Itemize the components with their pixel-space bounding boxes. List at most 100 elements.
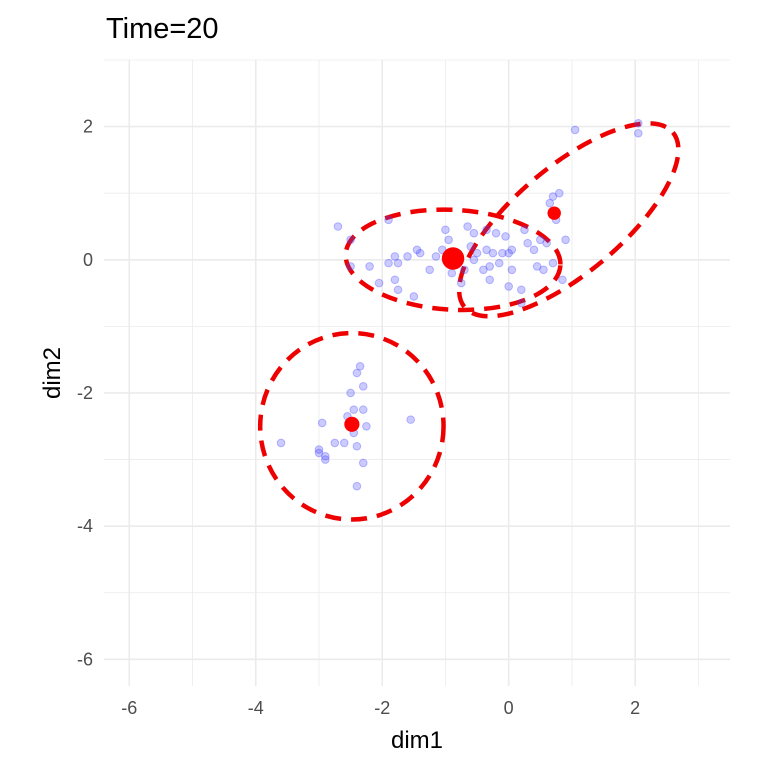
data-point: [561, 235, 570, 245]
data-points: [276, 118, 643, 491]
data-point: [412, 245, 422, 255]
data-point: [317, 418, 327, 428]
data-point: [384, 258, 393, 268]
data-point: [425, 265, 434, 275]
data-point: [545, 198, 555, 208]
y-tick-labels: -6 -4 -2 0 2: [77, 117, 93, 670]
grid: [104, 59, 730, 686]
ellipses: [257, 121, 681, 522]
data-point: [548, 258, 558, 268]
data-point: [491, 228, 501, 238]
data-point: [390, 275, 400, 285]
data-point: [352, 481, 362, 491]
data-point: [507, 245, 517, 255]
y-tick-label: -6: [77, 649, 93, 669]
data-point: [634, 118, 643, 128]
data-point: [346, 235, 355, 245]
data-point: [406, 415, 415, 424]
data-point: [504, 282, 513, 291]
data-point: [358, 405, 368, 414]
x-tick-label: -2: [374, 698, 390, 718]
data-point: [542, 238, 551, 248]
cluster-ellipse: [456, 121, 681, 319]
data-point: [558, 275, 567, 285]
data-point: [330, 438, 340, 448]
x-tick-label: -4: [248, 698, 264, 718]
data-point: [517, 298, 526, 308]
data-point: [349, 405, 359, 414]
data-point: [529, 245, 539, 255]
data-point: [548, 192, 558, 201]
x-tick-labels: -6 -4 -2 0 2: [121, 698, 640, 718]
data-point: [482, 245, 491, 255]
chart-title: Time=20: [106, 13, 219, 45]
data-point: [634, 128, 643, 138]
x-axis-title: dim1: [391, 727, 443, 754]
data-point: [469, 228, 479, 238]
data-point: [362, 421, 371, 431]
data-point: [321, 455, 330, 464]
data-point: [393, 258, 403, 268]
x-tick-label: 0: [504, 698, 514, 718]
data-point: [314, 448, 324, 458]
data-point: [355, 362, 365, 371]
data-point: [444, 235, 453, 245]
data-point: [532, 262, 542, 271]
data-point: [570, 125, 580, 135]
data-point: [523, 238, 532, 248]
data-point: [447, 268, 457, 278]
data-point: [456, 278, 466, 288]
data-point: [409, 292, 419, 301]
data-point: [472, 248, 482, 258]
data-point: [352, 441, 362, 451]
data-point: [466, 242, 476, 251]
cluster-ellipse: [257, 330, 446, 522]
cluster-center: [547, 206, 561, 220]
data-point: [333, 222, 343, 231]
data-point: [358, 458, 368, 468]
data-point: [539, 265, 548, 275]
data-point: [494, 258, 504, 268]
data-point: [390, 252, 400, 261]
y-axis-title: dim2: [39, 347, 66, 399]
data-point: [276, 438, 286, 448]
data-point: [485, 262, 495, 271]
data-point: [339, 438, 349, 448]
data-point: [415, 248, 425, 258]
data-point: [485, 275, 495, 285]
data-point: [403, 252, 412, 261]
data-point: [460, 265, 469, 275]
data-point: [498, 248, 507, 258]
data-point: [358, 382, 368, 391]
cluster-center: [441, 247, 465, 270]
data-point: [352, 368, 362, 378]
data-point: [441, 225, 450, 235]
data-point: [554, 188, 564, 198]
data-point: [321, 451, 330, 461]
data-point: [384, 215, 393, 225]
x-tick-label: -6: [121, 698, 137, 718]
cluster-ellipse: [343, 207, 563, 313]
data-point: [507, 265, 517, 275]
data-point: [314, 445, 324, 454]
cluster-center: [344, 416, 360, 432]
data-point: [463, 222, 472, 231]
x-tick-label: 2: [630, 698, 640, 718]
data-point: [517, 285, 526, 295]
y-tick-label: -2: [77, 383, 93, 403]
data-point: [374, 278, 384, 288]
data-point: [346, 388, 355, 398]
data-point: [479, 265, 488, 275]
cluster-centers: [344, 206, 561, 432]
data-point: [482, 225, 491, 235]
data-point: [393, 285, 403, 295]
data-point: [501, 232, 510, 241]
data-point: [504, 248, 513, 258]
y-tick-label: 0: [83, 250, 93, 270]
data-point: [431, 252, 441, 261]
data-point: [469, 255, 479, 265]
data-point: [488, 248, 498, 258]
data-point: [520, 225, 529, 235]
y-tick-label: -4: [77, 516, 93, 536]
